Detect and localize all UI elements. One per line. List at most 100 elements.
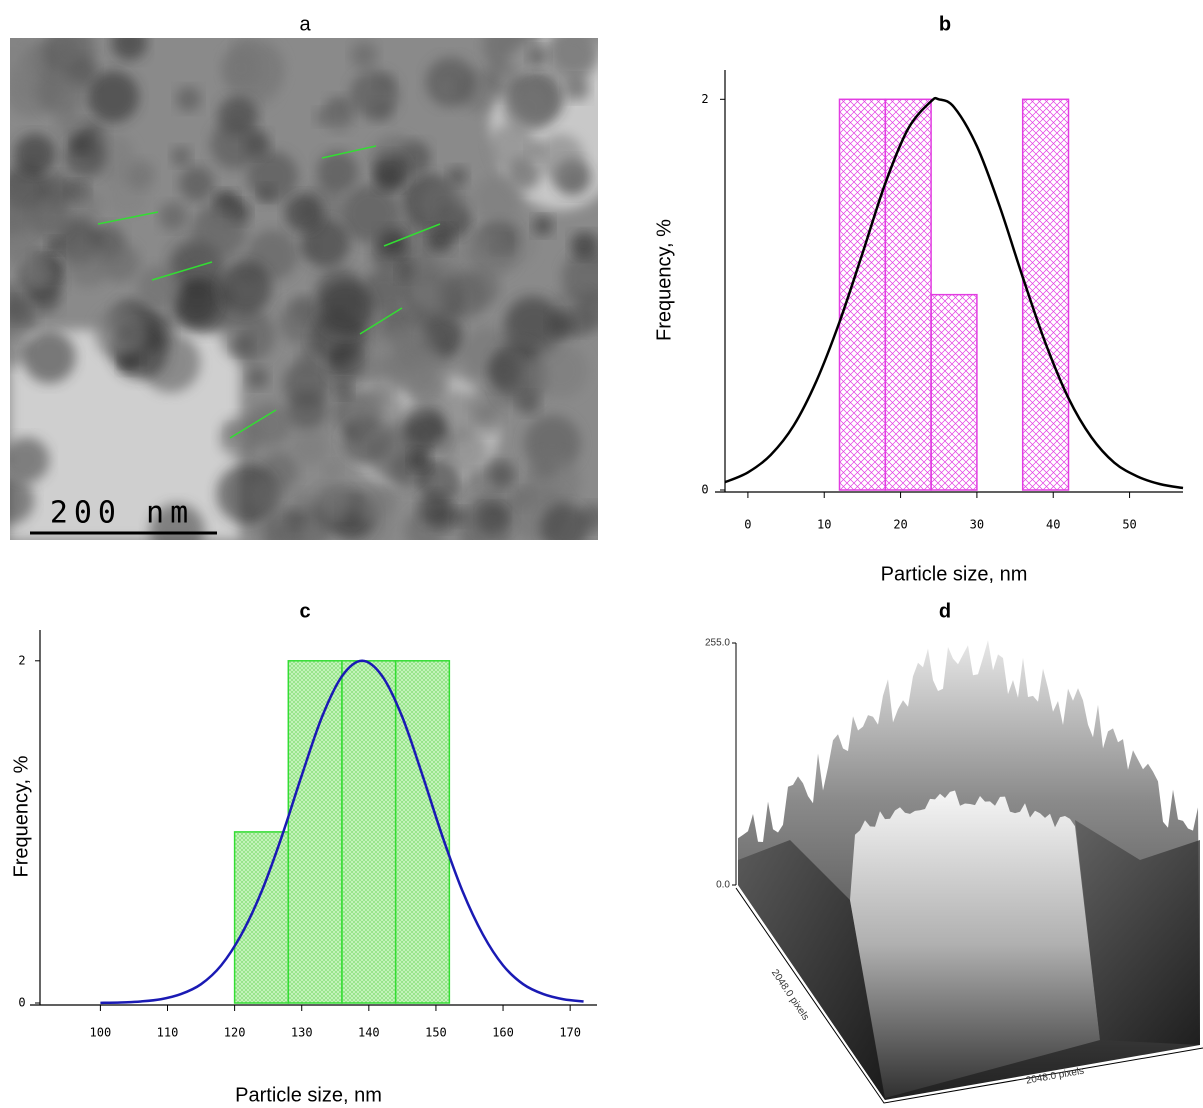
particle	[10, 38, 42, 87]
particle	[287, 390, 328, 431]
particle	[403, 351, 452, 400]
y-tick-label: 2	[18, 653, 25, 667]
particle	[101, 309, 148, 356]
particle	[14, 133, 56, 176]
particle	[447, 166, 468, 186]
particle	[369, 429, 424, 484]
fit-curve	[100, 659, 584, 1005]
particle	[333, 379, 352, 399]
particle	[517, 392, 540, 415]
surface-side	[738, 840, 885, 1100]
measure-line	[151, 261, 213, 281]
particle	[30, 198, 69, 238]
particle	[473, 175, 521, 223]
particle	[54, 108, 86, 140]
x-tick-label: 100	[90, 1026, 112, 1040]
particle	[463, 269, 501, 306]
particle	[322, 460, 342, 480]
particle	[533, 216, 553, 236]
particle	[179, 166, 215, 202]
bar	[884, 98, 932, 491]
particle	[537, 134, 585, 182]
measure-line	[359, 307, 403, 335]
particle	[374, 165, 401, 192]
particle	[64, 135, 106, 178]
particle	[487, 354, 522, 389]
particle	[246, 475, 285, 514]
bar	[1021, 98, 1070, 491]
particle	[488, 462, 514, 488]
particle	[290, 489, 313, 513]
particle	[247, 151, 298, 202]
y-tick-label: 0	[18, 996, 25, 1010]
x-tick-label: 150	[425, 1026, 447, 1040]
particle	[324, 103, 353, 132]
particle	[576, 290, 598, 329]
particle	[354, 489, 390, 524]
particle	[532, 457, 556, 481]
particle	[487, 123, 535, 171]
particle	[191, 203, 247, 259]
particle	[534, 343, 588, 398]
x-tick-label: 40	[1046, 518, 1060, 532]
particle	[548, 311, 575, 338]
particle	[301, 218, 350, 268]
particle	[526, 140, 546, 160]
measure-line	[383, 223, 441, 247]
panel-title: c	[299, 600, 310, 622]
particle	[10, 284, 26, 316]
panel-title: b	[939, 13, 951, 35]
x-tick-label: 110	[157, 1026, 179, 1040]
particle	[37, 69, 84, 116]
particle	[10, 186, 36, 235]
particle	[418, 492, 452, 526]
x-axis-label: Particle size, nm	[235, 1084, 382, 1106]
bar	[838, 98, 887, 491]
surface-right	[1075, 820, 1200, 1045]
particle	[328, 489, 356, 517]
panel-title: a	[299, 13, 311, 35]
particle	[299, 524, 323, 540]
particle	[350, 41, 378, 69]
particle	[427, 226, 454, 253]
particle	[419, 179, 468, 228]
particle	[149, 503, 205, 540]
particle	[543, 38, 596, 84]
x-tick-label: 20	[893, 518, 907, 532]
particle	[341, 184, 400, 244]
particle	[540, 503, 589, 540]
particle	[271, 524, 290, 540]
bar	[233, 831, 290, 1004]
particle	[159, 202, 188, 231]
x-tick-label: 160	[492, 1026, 514, 1040]
x-tick-label: 50	[1122, 518, 1136, 532]
particle	[219, 416, 261, 459]
particle	[318, 280, 374, 336]
particle	[349, 70, 399, 120]
bar	[287, 660, 343, 1004]
particle	[100, 242, 140, 282]
scale-bar-label: 200 nm	[50, 496, 194, 531]
y-tick-label: 2	[701, 92, 708, 106]
micrograph	[10, 38, 598, 540]
particle	[23, 330, 76, 384]
z-tick-label: 255.0	[705, 638, 730, 649]
measure-line	[321, 145, 377, 159]
x-tick-label: 0	[744, 518, 751, 532]
particle	[470, 228, 515, 272]
particle	[459, 508, 511, 540]
particle	[220, 307, 275, 363]
bar	[341, 660, 397, 1004]
particle	[409, 449, 432, 471]
x-tick-label: 130	[291, 1026, 313, 1040]
particle	[473, 405, 503, 435]
particle	[397, 338, 415, 356]
particle	[173, 279, 219, 325]
particle	[247, 367, 269, 389]
x-tick-label: 10	[817, 518, 831, 532]
x-tick-label: 120	[224, 1026, 246, 1040]
z-tick-label: 0.0	[716, 880, 730, 891]
y-tick-label: 0	[701, 483, 708, 497]
measure-line	[97, 211, 159, 225]
